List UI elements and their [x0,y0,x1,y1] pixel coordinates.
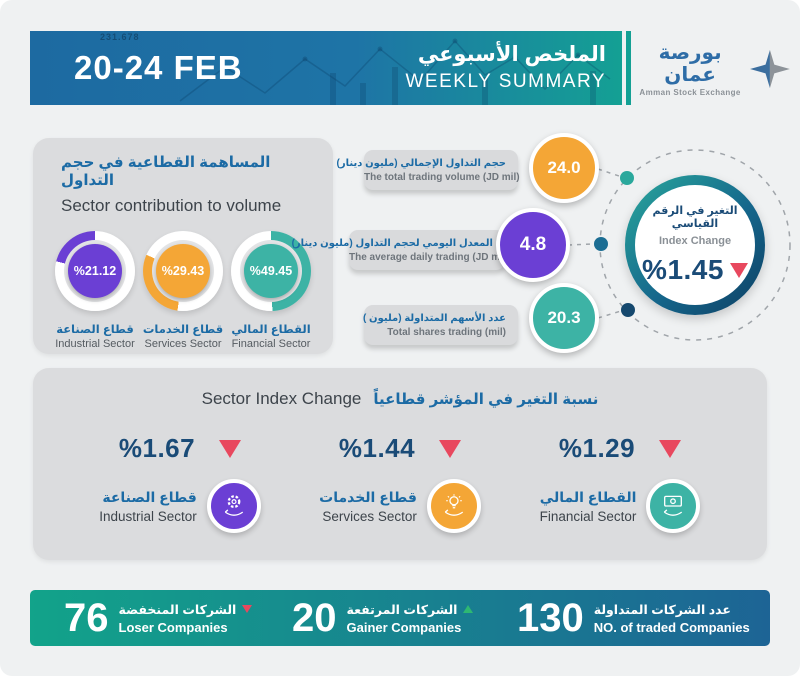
stat-label-en: The total trading volume (JD mil) [364,171,520,183]
down-triangle-icon [659,439,682,458]
banknote-hand-icon [646,479,701,533]
donut-label-en: Services Sector [144,338,222,350]
connector-dot-blue [594,237,608,251]
index-change-value: %1.45 [642,254,724,285]
banner-watermark: 231.678 [100,32,140,42]
index-change-title-ar: التغير في الرقم القياسي [652,205,738,230]
loser-companies-group: 76 الشركات المنخفضة Loser Companies [64,590,253,646]
donut-value-financial: %49.45 [244,244,298,298]
sector-industrial: %1.67 قطاع الصناعة Industrial Sector [75,433,285,533]
donut-charts: %21.12 قطاع الصناعة Industrial Sector %2… [33,231,333,350]
donut-label-ar: قطاع الخدمات [142,324,224,336]
gainer-companies-group: 20 الشركات المرتفعة Gainer Companies [292,590,474,646]
logo-texts: بورصة عمان Amman Stock Exchange [638,42,742,97]
gainer-companies-label-ar: الشركات المرتفعة [346,602,458,617]
down-triangle-icon [219,439,242,458]
sector-contribution-title-en: Sector contribution to volume [61,196,282,215]
banner-separator [626,31,631,105]
connector-dot-navy [621,303,635,317]
trading-stats-area: حجم التداول الإجمالي (مليون دينار) The t… [291,130,800,382]
stat-circle-total-volume: 24.0 [529,133,599,203]
down-triangle-icon [242,605,253,613]
sector-index-title-en: Sector Index Change [201,389,362,408]
down-triangle-icon [729,262,748,278]
traded-companies-label-ar: عدد الشركات المتداولة [593,602,731,617]
sector-change-value: %1.44 [338,433,416,463]
stat-label-ar: المعدل اليومي لحجم التداول (مليون دينار) [291,237,493,249]
donut-ring-industrial: %21.12 [55,231,135,311]
gainer-companies-count: 20 [292,596,337,640]
compass-star-icon [750,49,790,89]
sector-index-change-title: Sector Index Change نسبة التغير في المؤش… [33,389,767,409]
donut-label-en: Industrial Sector [55,338,135,350]
sector-index-change-panel: Sector Index Change نسبة التغير في المؤش… [33,368,767,560]
donut-industrial: %21.12 قطاع الصناعة Industrial Sector [53,231,137,350]
donut-label-en: Financial Sector [231,338,311,350]
sector-name-en: Financial Sector [539,508,637,524]
weekly-summary-title-ar: الملخص الأسبوعي [417,43,606,66]
amman-stock-exchange-logo: بورصة عمان Amman Stock Exchange [638,42,790,97]
traded-companies-label-en: NO. of traded Companies [593,619,750,635]
up-triangle-icon [463,605,474,613]
gear-hand-icon [206,479,261,533]
sector-name-en: Services Sector [322,508,417,524]
companies-summary-bar: 76 الشركات المنخفضة Loser Companies 20 ا… [30,590,770,646]
stat-circle-shares-traded: 20.3 [529,283,599,353]
sector-financial: %1.29 القطاع المالي Financial Sector [515,433,725,533]
donut-label-ar: القطاع المالي [231,324,311,336]
gainer-companies-label-en: Gainer Companies [346,619,462,635]
stat-label-total-volume: حجم التداول الإجمالي (مليون دينار) The t… [336,150,520,190]
sector-contribution-title-ar: المساهمة القطاعية في حجم التداول [61,154,271,189]
sector-index-title-ar: نسبة التغير في المؤشر قطاعياً [373,391,599,408]
connector-dot-teal [620,171,634,185]
logo-name-en: Amman Stock Exchange [639,87,741,97]
date-range: 20-24 FEB [74,49,243,86]
header-banner: 231.678 20-24 FEB الملخص الأسبوعي WEEKLY… [30,31,622,105]
loser-companies-label-ar: الشركات المنخفضة [118,602,237,617]
traded-companies-count: 130 [517,596,584,640]
donut-label-ar: قطاع الصناعة [56,324,134,336]
stat-label-ar: عدد الأسهم المتداولة (مليون ) [362,312,506,324]
dashed-connectors [567,149,791,341]
weekly-summary-title-en: WEEKLY SUMMARY [405,71,606,92]
sector-change-value: %1.29 [558,433,636,463]
sector-name-ar: قطاع الصناعة [102,488,197,505]
donut-value-services: %29.43 [156,244,210,298]
index-change-content: التغير في الرقم القياسي Index Change %1.… [635,185,755,305]
traded-companies-group: 130 عدد الشركات المتداولة NO. of traded … [517,590,750,646]
sector-name-ar: قطاع الخدمات [319,488,417,505]
index-change-title-en: Index Change [658,235,732,247]
sector-contribution-panel: المساهمة القطاعية في حجم التداول Sector … [33,138,333,354]
stat-label-shares-traded: عدد الأسهم المتداولة (مليون ) Total shar… [362,305,518,345]
donut-ring-financial: %49.45 [231,231,311,311]
banner-titles: الملخص الأسبوعي WEEKLY SUMMARY [406,42,607,93]
sector-name-ar: القطاع المالي [539,488,637,505]
logo-name-ar: بورصة عمان [658,41,722,86]
donut-services: %29.43 قطاع الخدمات Services Sector [141,231,225,350]
donut-financial: %49.45 القطاع المالي Financial Sector [229,231,313,350]
donut-ring-services: %29.43 [143,231,223,311]
bulb-hand-icon [426,479,481,533]
donut-value-industrial: %21.12 [68,244,122,298]
sector-services: %1.44 قطاع الخدمات Services Sector [295,433,505,533]
sector-name-en: Industrial Sector [99,508,197,524]
down-triangle-icon [439,439,462,458]
stat-label-daily-average: المعدل اليومي لحجم التداول (مليون دينار)… [291,230,510,270]
stat-circle-daily-average: 4.8 [496,208,570,282]
index-change-circle: التغير في الرقم القياسي Index Change %1.… [625,175,765,315]
loser-companies-count: 76 [64,596,109,640]
stat-label-ar: حجم التداول الإجمالي (مليون دينار) [336,157,506,169]
banner-chart-decoration [179,38,611,105]
sector-change-value: %1.67 [118,433,196,463]
stat-label-en: Total shares trading (mil) [387,326,506,338]
loser-companies-label-en: Loser Companies [118,619,228,635]
stat-label-en: The average daily trading (JD mil) [349,251,510,263]
